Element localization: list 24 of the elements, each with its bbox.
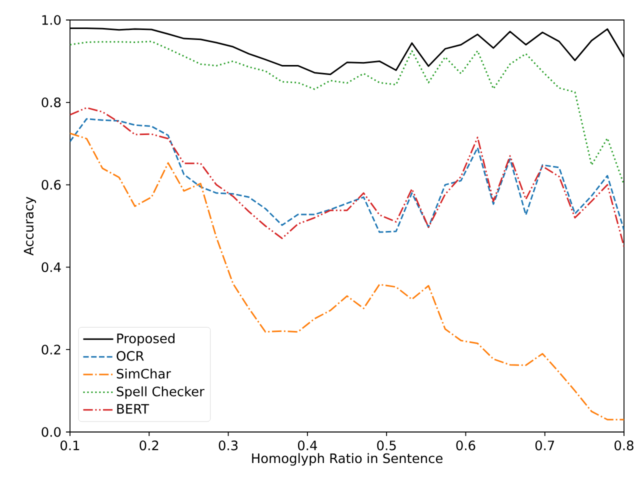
y-tick-label: 0.2 [42,344,60,354]
legend-label: BERT [117,404,150,414]
y-tick-label: 1.0 [42,15,61,25]
y-tick-label: 0.6 [42,180,61,190]
line-series [70,107,624,248]
line-series [70,132,624,420]
x-tick-label: 0.5 [377,440,396,450]
y-tick-label: 0.0 [42,427,61,437]
y-tick-label: 0.8 [42,98,61,108]
x-axis-title: Homoglyph Ratio in Sentence [252,453,442,466]
line-series [70,118,624,233]
x-tick-label: 0.2 [140,440,158,450]
x-tick-label: 0.8 [614,440,634,450]
x-tick-label: 0.4 [298,440,317,450]
legend-label: Proposed [117,333,174,346]
x-tick-label: 0.7 [535,440,554,450]
x-tick-label: 0.6 [456,440,476,450]
legend-label: OCR [116,351,144,361]
x-tick-label: 0.1 [60,440,80,450]
legend-label: SimChar [116,368,171,379]
legend-label: Spell Checker [116,386,204,399]
x-tick-label: 0.3 [218,440,238,450]
y-tick-label: 0.4 [42,262,61,272]
y-axis-title: Accuracy [24,196,36,256]
